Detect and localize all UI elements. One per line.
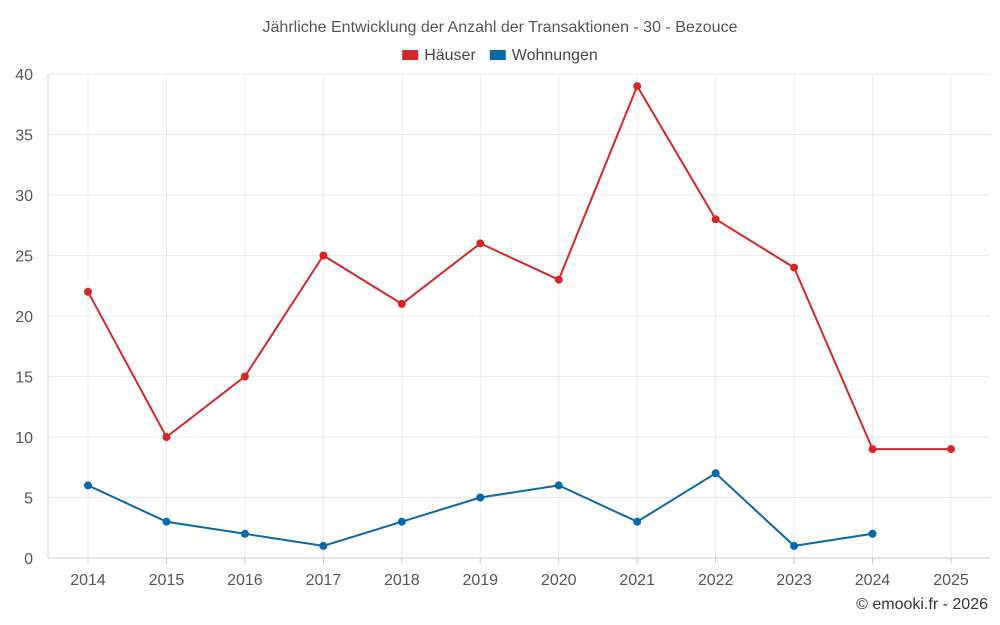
x-tick-label: 2021 [619,572,655,589]
data-point-haeuser[interactable] [554,275,563,284]
data-point-wohnungen[interactable] [240,529,249,538]
data-point-haeuser[interactable] [790,263,799,272]
grid [47,73,990,564]
y-tick-label: 20 [15,309,33,326]
data-point-haeuser[interactable] [711,215,720,224]
data-point-haeuser[interactable] [633,82,642,91]
x-tick-label: 2018 [384,572,420,589]
data-point-haeuser[interactable] [319,251,328,260]
y-tick-label: 5 [24,491,33,508]
y-tick-label: 10 [15,430,33,447]
data-point-haeuser[interactable] [84,287,92,296]
y-tick-label: 0 [24,551,33,568]
data-point-wohnungen[interactable] [790,541,799,550]
legend-swatch-wohnungen[interactable] [489,50,506,60]
legend-swatch-haeuser[interactable] [402,50,419,60]
data-point-wohnungen[interactable] [319,541,328,550]
x-axis: 2014 2015 2016 2017 2018 2019 2020 2021 2022 2023… [70,572,969,589]
x-tick-label: 2022 [698,572,734,589]
x-tick-label: 2025 [933,572,969,589]
data-point-haeuser[interactable] [476,239,485,248]
data-point-wohnungen[interactable] [84,481,92,490]
y-tick-label: 30 [15,188,33,205]
data-point-haeuser[interactable] [947,445,955,454]
y-tick-label: 35 [15,128,33,145]
x-tick-label: 2016 [227,572,263,589]
data-point-wohnungen[interactable] [868,529,877,538]
data-point-haeuser[interactable] [162,433,171,441]
y-axis: 0 5 10 15 20 25 30 35 40 [15,67,33,568]
x-tick-label: 2017 [306,572,342,589]
x-tick-label: 2023 [776,572,812,589]
legend-label-wohnungen[interactable]: Wohnungen [512,47,598,64]
data-point-wohnungen[interactable] [397,517,406,526]
data-point-haeuser[interactable] [397,299,406,308]
legend: Häuser Wohnungen [402,47,598,64]
data-point-wohnungen[interactable] [554,481,563,490]
y-tick-label: 25 [15,249,33,266]
data-point-wohnungen[interactable] [633,517,642,526]
data-point-wohnungen[interactable] [711,469,720,478]
x-tick-label: 2024 [855,572,891,589]
x-tick-label: 2015 [149,572,185,589]
credit-text: © emooki.fr - 2026 [856,596,988,613]
x-tick-label: 2020 [541,572,577,589]
data-point-haeuser[interactable] [240,372,249,381]
x-tick-label: 2019 [462,572,498,589]
data-point-haeuser[interactable] [868,445,877,454]
x-tick-label: 2014 [70,572,106,589]
series-line-haeuser [87,85,951,451]
data-point-wohnungen[interactable] [162,517,171,526]
series [84,82,955,550]
y-tick-label: 40 [15,67,33,84]
data-point-wohnungen[interactable] [476,493,485,502]
legend-label-haeuser[interactable]: Häuser [424,47,476,64]
chart-title: Jährliche Entwicklung der Anzahl der Tra… [263,19,738,36]
y-tick-label: 15 [15,370,33,387]
